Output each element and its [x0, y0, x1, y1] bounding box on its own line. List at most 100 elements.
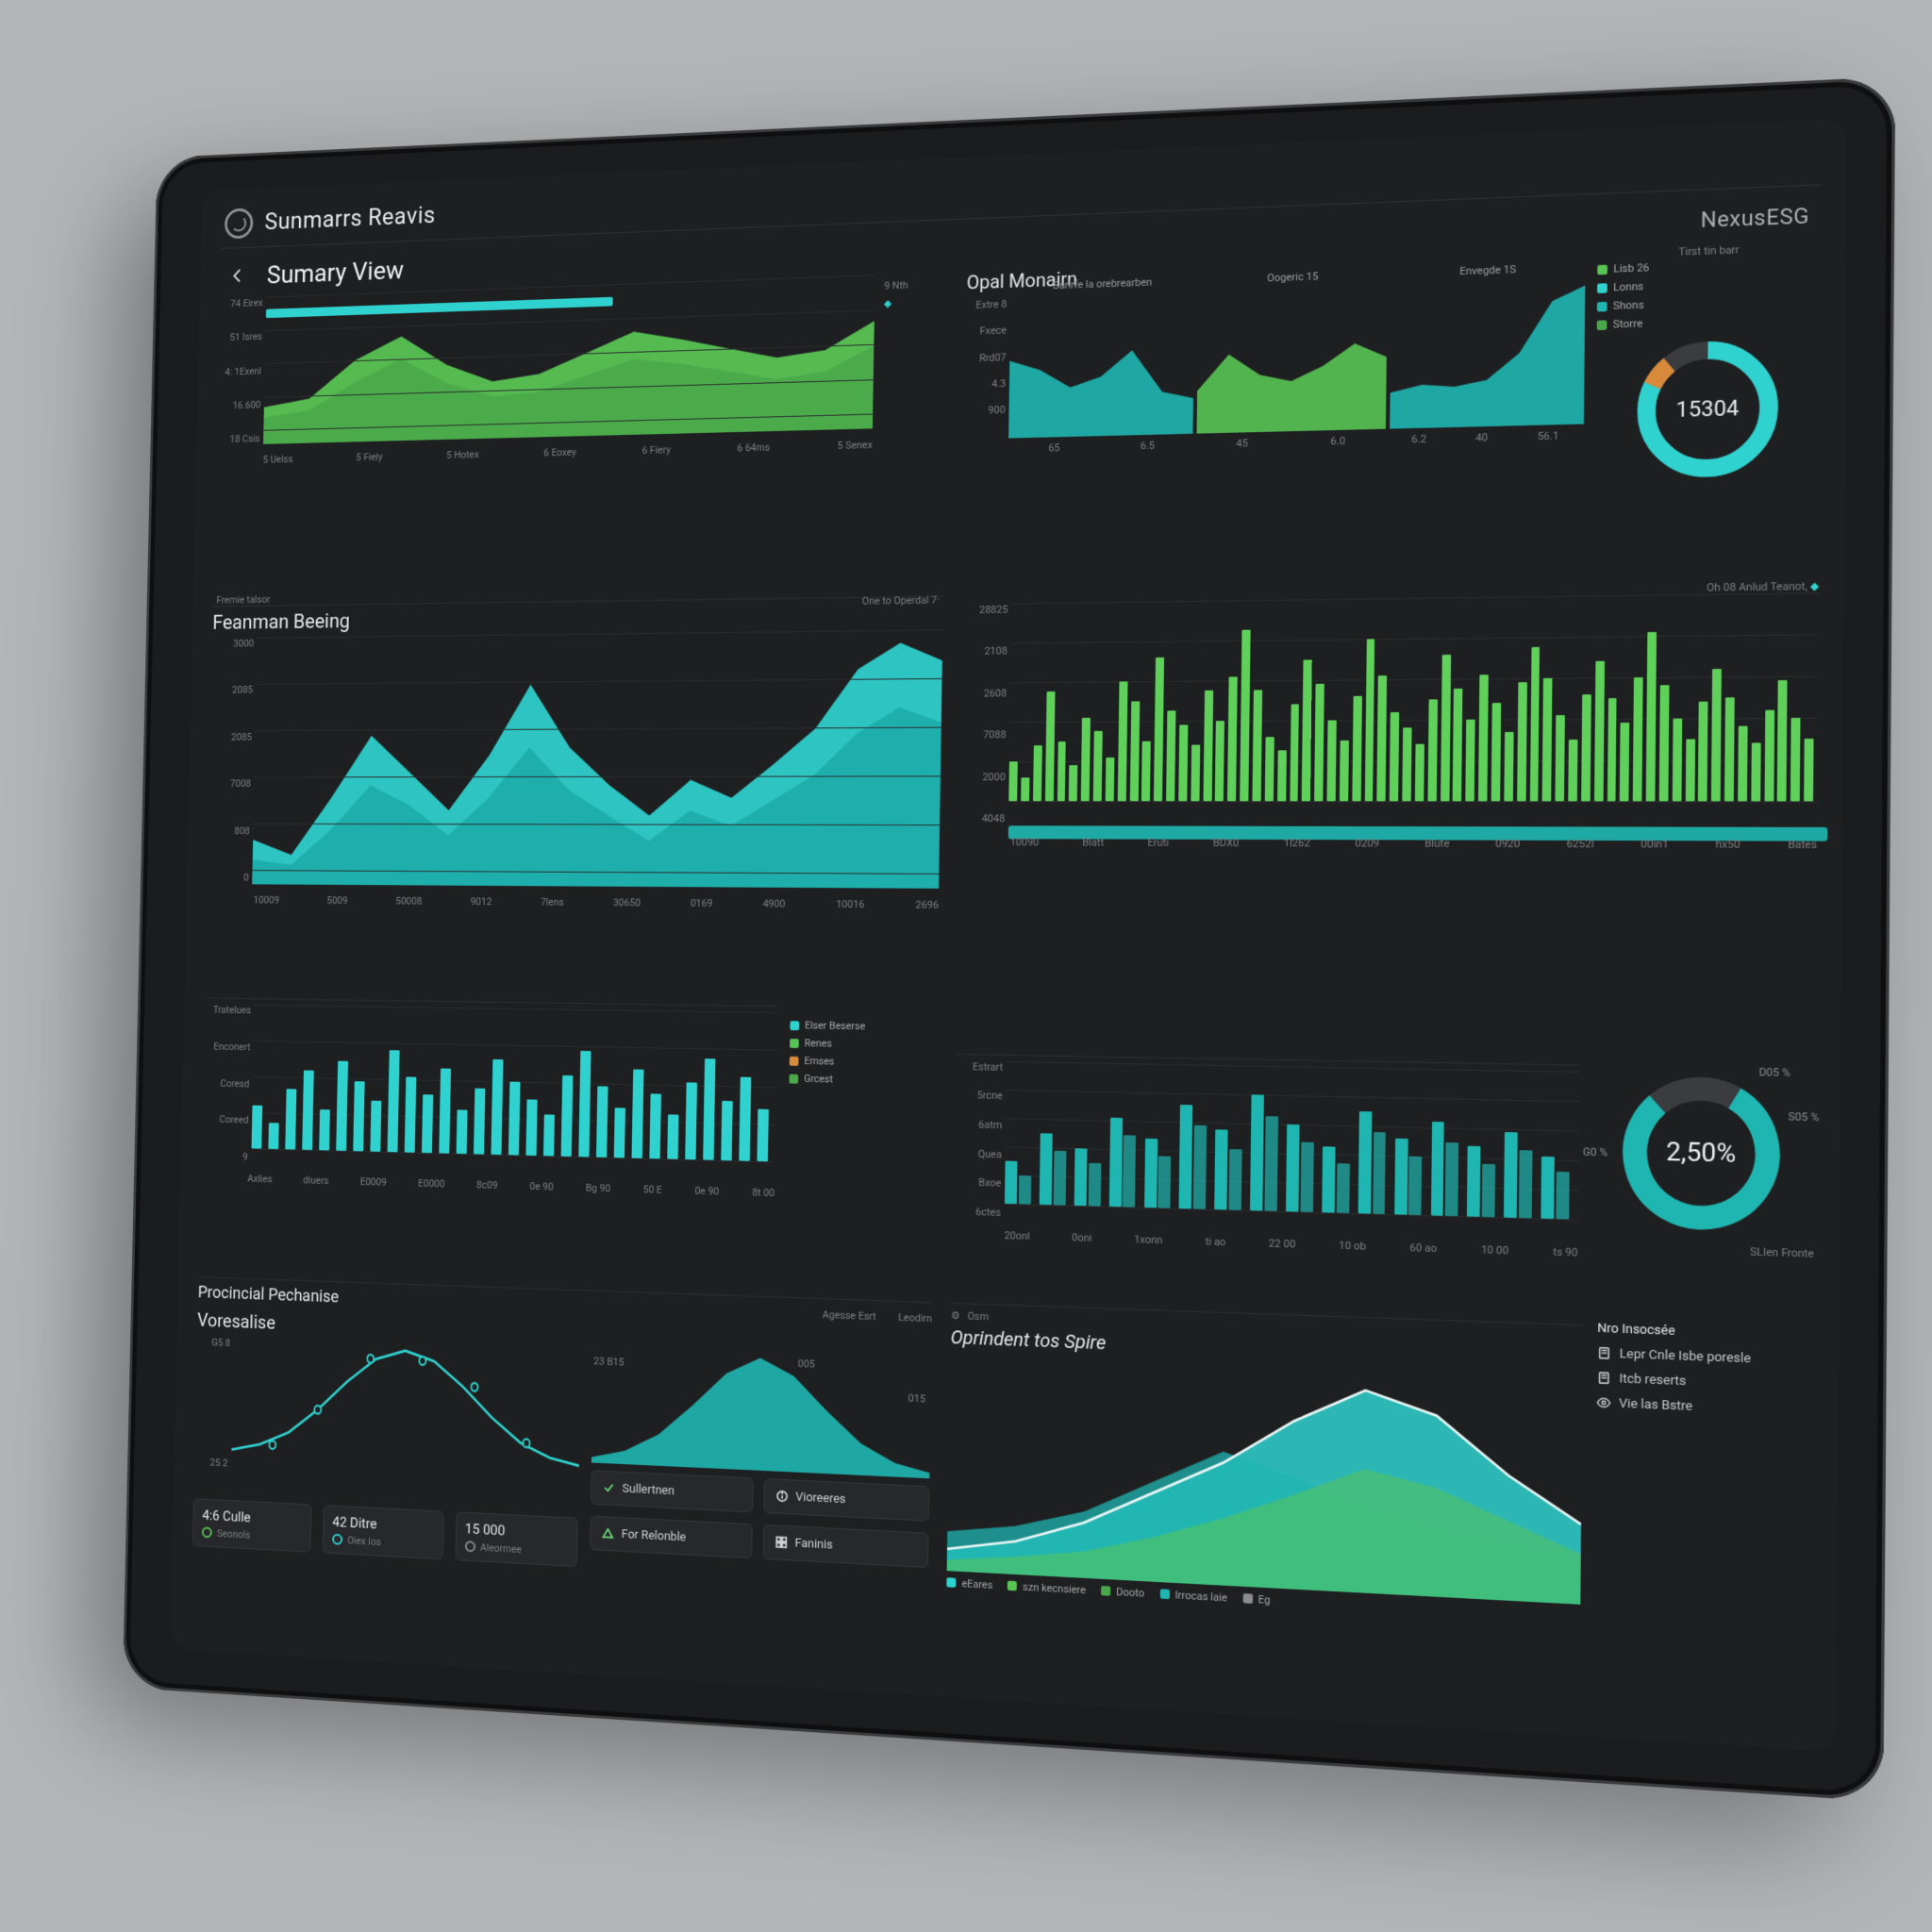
- panel-opal: Opal Monairn Extre 8FxeceRrd074.3900 Sar…: [962, 241, 1822, 578]
- metric-pill-2[interactable]: 15 000 Aleormee: [455, 1511, 578, 1567]
- y-tick: G5 8: [211, 1336, 230, 1348]
- y-tick: Quea: [978, 1147, 1002, 1160]
- grid-icon: [774, 1535, 788, 1549]
- x-tick: 1xonn: [1134, 1233, 1162, 1246]
- x-tick: 5 Fiely: [356, 451, 383, 463]
- y-tick: 4048: [982, 813, 1006, 825]
- action-button-2[interactable]: For Relonble: [591, 1515, 753, 1558]
- feanman-area-chart: 30002085208570088080 1000950095000890127…: [207, 629, 943, 910]
- x-tick: 6252l: [1566, 837, 1593, 850]
- x-tick: 5 Hotex: [446, 449, 479, 461]
- panel-cyan-bars: TrateluesEnconertCoresdCoreed9 Axliesdiu…: [199, 994, 938, 1285]
- y-tick: 74 Eirex: [230, 297, 263, 309]
- voresalise-curve: G5 8 25 2: [193, 1336, 581, 1508]
- x-tick: 1l262: [1284, 837, 1310, 849]
- droplet-icon: ◆: [884, 295, 948, 309]
- percent-donut: 2,50%: [1613, 1067, 1789, 1241]
- eye-icon: [1596, 1395, 1610, 1409]
- y-tick: 2085: [232, 684, 253, 695]
- y-tick: 3000: [233, 637, 254, 649]
- teal-bars-chart: Estrart5rcne6atmQueaBxoe6ctes 20onl0oni1…: [952, 1060, 1579, 1259]
- side-list-item-1[interactable]: Itcb reserts: [1597, 1370, 1813, 1393]
- r3r-footer: SLIen Fronte: [1588, 1241, 1814, 1260]
- back-button[interactable]: [224, 260, 253, 291]
- y-tick: Fxece: [980, 325, 1008, 338]
- side-label: 9 Nth: [884, 277, 948, 291]
- metric-pills: 4:6 Culle Seonols 42 Ditre Oiex Ios 15 0…: [192, 1498, 578, 1567]
- app-logo-icon: [225, 208, 254, 239]
- opal-donut: 15304: [1631, 333, 1785, 484]
- x-tick: Axlies: [247, 1173, 273, 1185]
- x-tick: 10090: [1010, 836, 1040, 848]
- view-title: Sumary View: [267, 255, 405, 290]
- panel-oprindent: ⚙ Osm Oprindent tos Spire eEaresszn kecn…: [945, 1298, 1813, 1722]
- y-tick: 9: [242, 1151, 248, 1163]
- y-tick: Coresd: [220, 1077, 249, 1090]
- x-tick: 50 E: [642, 1183, 661, 1195]
- y-tick: 7088: [983, 729, 1007, 741]
- x-tick: 2696: [916, 898, 939, 910]
- x-tick: 0169: [691, 897, 713, 909]
- x-tick: 0209: [1355, 837, 1379, 849]
- x-tick: 8c09: [476, 1179, 498, 1191]
- tab-leodirn[interactable]: Leodirn: [898, 1310, 932, 1324]
- y-tick: Estrart: [973, 1060, 1003, 1074]
- x-tick: 0e 90: [694, 1185, 719, 1198]
- y-tick: 5rcne: [977, 1090, 1003, 1103]
- x-tick: 6 Eoxey: [543, 446, 576, 458]
- x-tick: ti ao: [1206, 1235, 1226, 1248]
- x-tick: E0009: [360, 1175, 387, 1188]
- x-tick: diuers: [303, 1174, 328, 1187]
- side-list-item-2[interactable]: Vie las Bstre: [1596, 1395, 1812, 1419]
- doc-icon: [1597, 1371, 1611, 1385]
- brand-label: NexusESG: [1701, 204, 1810, 232]
- x-tick: 10 00: [1481, 1243, 1508, 1257]
- bell-chart: 23 B15 005 015: [591, 1351, 931, 1478]
- panel-feanman: Feanman Beeing 30002085208570088080 1000…: [205, 591, 943, 991]
- tab-agesse[interactable]: Agesse Esrt: [823, 1308, 876, 1323]
- panel-overview-area: 74 Eirex51 Isres4: 1Exenl16.60018 Csis 5…: [213, 272, 948, 590]
- panel-procincial: Procincial Pechanise Agesse EsrtLeodirn …: [191, 1273, 932, 1669]
- panel-teal-bars-donut: Estrart5rcne6atmQueaBxoe6ctes 20onl0oni1…: [951, 1005, 1815, 1314]
- gear-icon[interactable]: ⚙: [951, 1308, 960, 1321]
- x-tick: 5 Uelss: [263, 453, 293, 465]
- x-tick: BDX0: [1213, 836, 1240, 848]
- side-list-title: Nro Insocsée: [1597, 1321, 1813, 1343]
- cyan-bars-legend: Elser BeserseRenesEmsesGrcest: [786, 1002, 937, 1284]
- metric-pill-0[interactable]: 4:6 Culle Seonols: [192, 1498, 311, 1553]
- action-button-1[interactable]: Vioreeres: [763, 1478, 929, 1522]
- y-tick: 2108: [984, 645, 1008, 658]
- x-tick: 6 Fiery: [641, 443, 671, 456]
- x-tick: Bg 90: [586, 1182, 611, 1194]
- x-tick: 0920: [1495, 837, 1520, 850]
- donut-value: 15304: [1631, 333, 1785, 484]
- side-list-item-0[interactable]: Lepr Cnle Isbe poresle: [1597, 1345, 1813, 1368]
- x-tick: Blute: [1424, 837, 1449, 849]
- side-list: Nro Insocsée Lepr Cnle Isbe poresleItcb …: [1593, 1321, 1813, 1722]
- y-tick: 0: [243, 872, 249, 883]
- y-tick: 808: [234, 825, 250, 837]
- x-tick: 10016: [836, 898, 864, 910]
- x-tick: 60 ao: [1409, 1241, 1437, 1255]
- y-tick: 25 2: [209, 1457, 227, 1469]
- overview-area-chart: 74 Eirex51 Isres4: 1Exenl16.60018 Csis 5…: [216, 275, 875, 466]
- metric-pill-1[interactable]: 42 Ditre Oiex Ios: [323, 1505, 444, 1559]
- action-buttons: SullertnenVioreeresFor RelonbleFaninis: [591, 1470, 930, 1568]
- feanman-title: Feanman Beeing: [212, 602, 943, 634]
- percent-donut-value: 2,50%: [1613, 1067, 1789, 1241]
- x-tick: 00in1: [1641, 837, 1669, 850]
- osm-label: Osm: [967, 1309, 989, 1323]
- x-tick: 4900: [763, 897, 786, 909]
- x-tick: 9012: [471, 895, 492, 908]
- doc-icon: [1597, 1346, 1611, 1360]
- x-tick: 50008: [395, 894, 422, 907]
- action-button-0[interactable]: Sullertnen: [591, 1470, 753, 1512]
- cyan-bars-chart: TrateluesEnconertCoresdCoreed9 Axliesdiu…: [200, 1004, 777, 1199]
- dashboard-grid: 74 Eirex51 Isres4: 1Exenl16.60018 Csis 5…: [191, 241, 1822, 1722]
- x-tick: 30650: [613, 896, 641, 908]
- x-tick: hx50: [1716, 838, 1740, 851]
- x-tick: 0e 90: [529, 1180, 553, 1192]
- action-button-3[interactable]: Faninis: [762, 1524, 928, 1567]
- oprindent-area-chart: [947, 1352, 1583, 1605]
- info-icon: [775, 1490, 789, 1504]
